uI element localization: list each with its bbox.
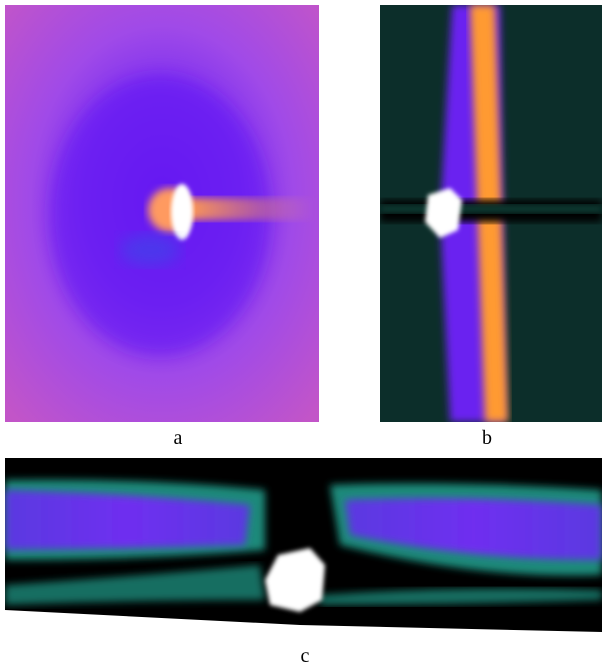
figure: a b c [0, 0, 602, 666]
panel-label: a [174, 427, 183, 449]
panel-c-image [5, 458, 602, 632]
page: a b c (() => { const data = JSON.parse(d… [0, 0, 602, 666]
panel-b-image [380, 5, 602, 422]
panel-label: b [482, 427, 492, 449]
panel-label: c [301, 645, 310, 666]
panel-a-image [5, 5, 319, 422]
